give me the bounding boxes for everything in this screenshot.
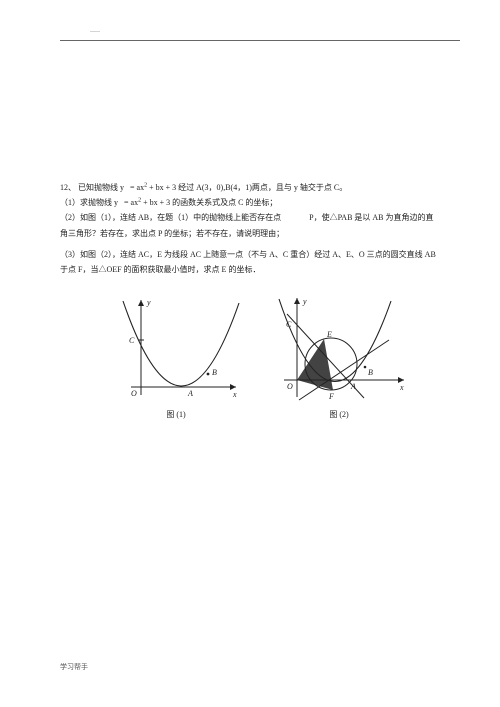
label-x2: x: [399, 383, 404, 392]
intro-eq: = ax: [130, 183, 144, 192]
label-y2: y: [302, 297, 307, 306]
part3-line1: （3）如图（2），连结 AC，E 为线段 AC 上随意一点（不与 A、C 重合）…: [60, 247, 460, 262]
figure-2-svg: C E O F A B x y: [269, 295, 409, 405]
intro-a: 已知抛物线 y: [78, 183, 124, 192]
label-y1: y: [146, 298, 151, 307]
part3-a: （3）如图（2），连结 AC，E 为线段 AC 上随意一点（不与 A、C 重合）…: [60, 250, 436, 259]
label-F: F: [328, 392, 334, 401]
label-B1: B: [212, 368, 217, 377]
problem-intro: 12、 已知抛物线 y = ax2 + bx + 3 经过 A(3，0),B(4…: [60, 180, 460, 195]
intro-b: 经过 A(3，0),B(4，1)两点，且与 y 轴交于点 C。: [178, 183, 347, 192]
problem-block: 12、 已知抛物线 y = ax2 + bx + 3 经过 A(3，0),B(4…: [60, 180, 460, 422]
figure-2: C E O F A B x y 图 (2): [269, 295, 409, 422]
footer-text: 学习帮手: [60, 662, 88, 672]
label-x1: x: [232, 390, 237, 399]
figure-1-svg: C O A B x y: [111, 295, 241, 405]
part3-b: 于点 F，当△OEF 的面积获取最小值时，求点 E 的坐标．: [60, 265, 260, 274]
part2-a: （2）如图（1），连结 AB，在题（1）中的抛物线上能否存在点: [60, 213, 281, 222]
problem-number: 12、: [60, 183, 76, 192]
figure-2-caption: 图 (2): [329, 407, 348, 422]
label-O1: O: [131, 389, 137, 398]
tiny-header: ——: [90, 30, 100, 35]
part2-b: P，使△PAB 是以 AB 为直角边的直: [309, 213, 433, 222]
figures-row: C O A B x y 图 (1): [60, 295, 460, 422]
figure-1: C O A B x y 图 (1): [111, 295, 241, 422]
part1-label: （1）求抛物线 y: [60, 198, 118, 207]
label-B2: B: [368, 368, 373, 377]
top-rule: [60, 40, 460, 41]
part1-eq: = ax: [124, 198, 138, 207]
part1: （1）求抛物线 y = ax2 + bx + 3 的函数关系式及点 C 的坐标；: [60, 195, 460, 210]
intro-eq2: + bx + 3: [147, 183, 176, 192]
figure-1-caption: 图 (1): [166, 407, 185, 422]
label-A1: A: [187, 389, 193, 398]
part2-line2: 角三角形？若存在，求出点 P 的坐标；若不存在，请说明理由；: [60, 226, 460, 241]
label-O2: O: [287, 382, 293, 391]
part2-c: 角三角形？若存在，求出点 P 的坐标；若不存在，请说明理由；: [60, 229, 284, 238]
part3-line2: 于点 F，当△OEF 的面积获取最小值时，求点 E 的坐标．: [60, 262, 460, 277]
label-E: E: [326, 330, 332, 339]
label-C2: C: [286, 320, 292, 329]
part1-eq2: + bx + 3 的函数关系式及点 C 的坐标；: [141, 198, 277, 207]
label-A2: A: [350, 382, 356, 391]
label-C1: C: [129, 336, 135, 345]
part2-line1: （2）如图（1），连结 AB，在题（1）中的抛物线上能否存在点 P，使△PAB 是…: [60, 210, 460, 225]
